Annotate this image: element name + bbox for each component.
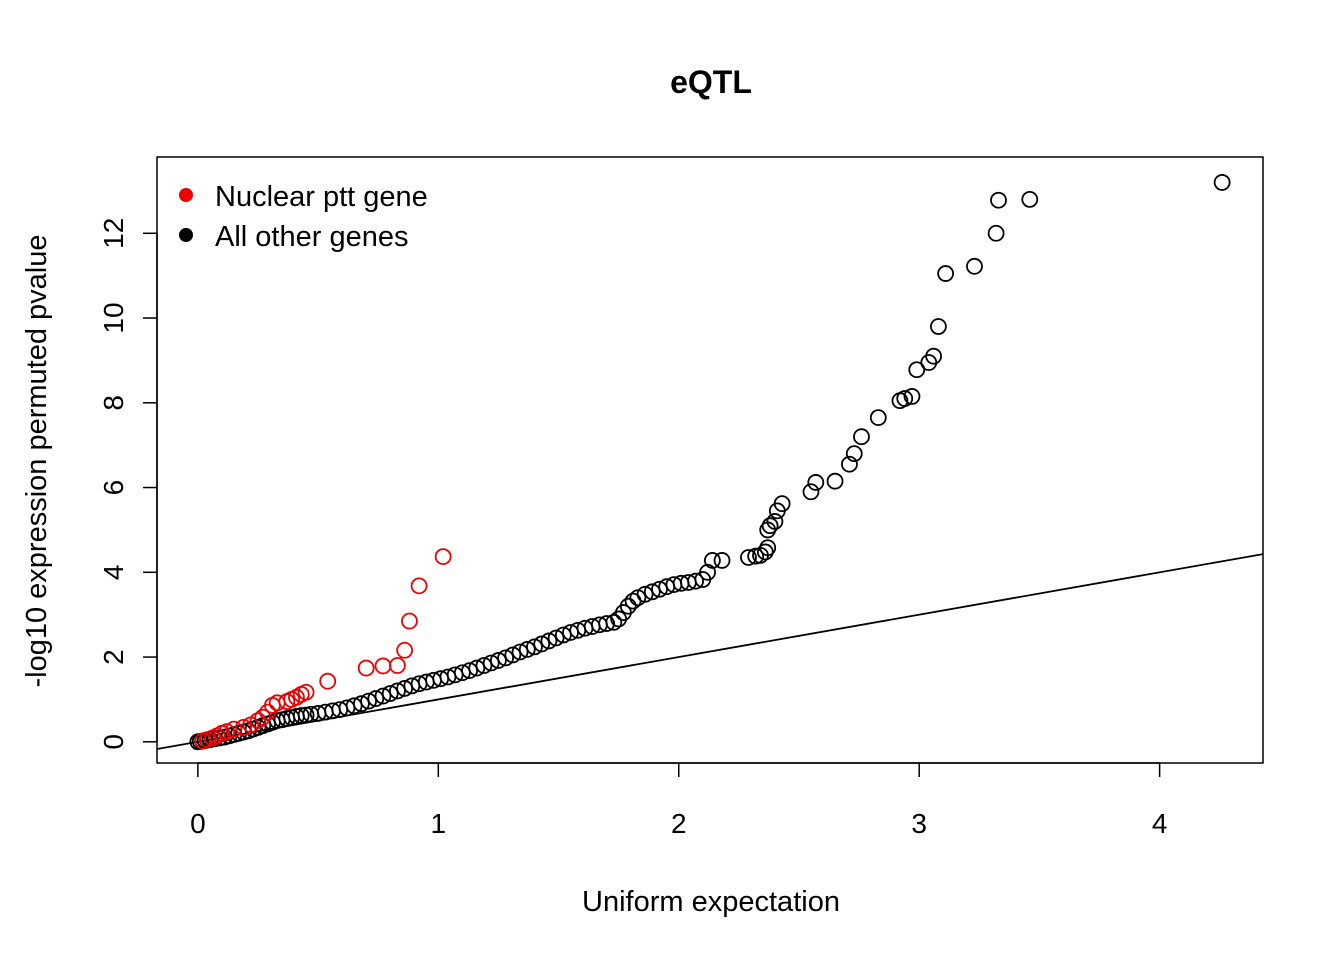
- data-point: [1021, 190, 1039, 208]
- data-point: [845, 445, 863, 463]
- data-point: [235, 719, 252, 736]
- legend-label-nuclear-ptt-gene: Nuclear ptt gene: [215, 181, 428, 213]
- data-point: [401, 612, 418, 630]
- data-point: [740, 549, 757, 566]
- data-point: [766, 513, 784, 530]
- data-point: [490, 652, 507, 669]
- x-axis: 0 1 2 3 4: [190, 762, 1168, 839]
- data-point: [292, 707, 310, 724]
- data-point: [518, 641, 536, 658]
- data-point: [357, 659, 375, 677]
- y-axis: 0 2 4 6 8 10 12: [98, 218, 158, 750]
- data-point: [225, 720, 243, 738]
- x-tick-label: 2: [671, 808, 687, 839]
- y-axis-label: -log10 expression permuted pvalue: [21, 235, 53, 688]
- data-point: [254, 708, 272, 726]
- data-point: [360, 692, 377, 710]
- data-point: [461, 662, 478, 680]
- data-point: [410, 577, 428, 595]
- data-point: [297, 683, 315, 701]
- data-point: [540, 632, 558, 650]
- data-point: [1213, 174, 1231, 191]
- data-point: [903, 388, 921, 405]
- legend: Nuclear ptt gene All other genes: [179, 181, 428, 253]
- data-point: [713, 552, 731, 569]
- data-point: [759, 539, 777, 557]
- data-point: [704, 552, 721, 569]
- x-tick-label: 3: [911, 808, 927, 839]
- y-tick-label: 8: [98, 395, 129, 411]
- data-point: [598, 615, 616, 632]
- data-point: [869, 409, 887, 427]
- data-point: [605, 613, 623, 631]
- data-point: [908, 361, 926, 379]
- data-point: [352, 695, 370, 713]
- data-point: [389, 657, 406, 674]
- chart-title: eQTL: [670, 64, 752, 100]
- y-tick-label: 4: [98, 565, 129, 581]
- data-point: [218, 723, 236, 741]
- data-point: [699, 563, 716, 581]
- series-all-other-genes: [189, 174, 1231, 751]
- data-point: [802, 483, 820, 501]
- data-point: [990, 191, 1007, 209]
- data-point: [687, 572, 704, 590]
- data-point: [475, 657, 493, 674]
- data-point: [966, 257, 983, 275]
- y-tick-label: 2: [98, 649, 129, 665]
- data-point: [249, 712, 267, 730]
- data-point: [643, 583, 661, 601]
- data-point: [761, 517, 779, 535]
- x-tick-label: 1: [431, 808, 447, 839]
- data-point: [547, 629, 565, 647]
- data-point: [434, 548, 452, 566]
- data-point: [773, 495, 791, 513]
- data-point: [389, 682, 406, 700]
- data-point: [504, 646, 522, 664]
- data-point: [497, 649, 515, 667]
- data-point: [826, 472, 844, 490]
- data-point: [937, 265, 955, 282]
- data-point: [511, 643, 529, 661]
- legend-marker-nuclear-ptt-gene: [179, 188, 193, 202]
- data-point: [987, 224, 1005, 242]
- data-point: [468, 659, 486, 677]
- data-point: [636, 585, 654, 603]
- data-point: [526, 638, 543, 656]
- data-point: [841, 455, 858, 473]
- data-point: [896, 390, 914, 407]
- y-tick-label: 10: [98, 302, 129, 333]
- y-tick-label: 0: [98, 734, 129, 750]
- plot-area: [157, 174, 1263, 751]
- data-point: [925, 347, 943, 365]
- x-tick-label: 0: [190, 808, 206, 839]
- data-point: [533, 635, 551, 653]
- legend-label-all-other-genes: All other genes: [215, 221, 408, 253]
- data-point: [807, 474, 825, 491]
- x-axis-label: Uniform expectation: [582, 886, 840, 918]
- data-point: [381, 685, 399, 702]
- data-point: [930, 318, 947, 335]
- data-point: [367, 690, 385, 707]
- data-point: [482, 654, 500, 672]
- data-point: [853, 428, 870, 446]
- data-point: [619, 597, 637, 615]
- y-tick-label: 12: [98, 218, 129, 249]
- series-nuclear-ptt-gene: [194, 548, 452, 750]
- legend-marker-all-other-genes: [179, 228, 193, 242]
- data-point: [396, 641, 414, 659]
- data-point: [374, 687, 392, 705]
- data-point: [319, 672, 337, 690]
- y-tick-label: 6: [98, 480, 129, 496]
- x-tick-label: 4: [1152, 808, 1168, 839]
